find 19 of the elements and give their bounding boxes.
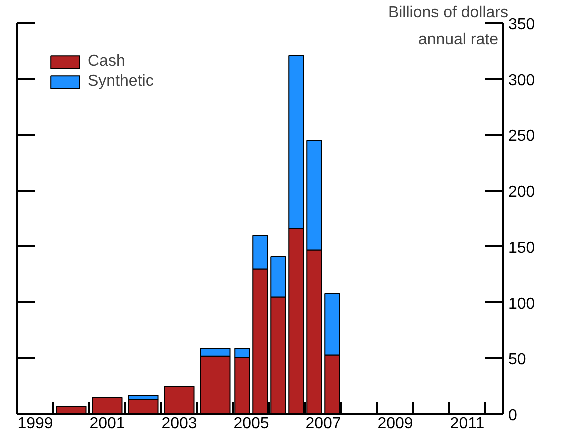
x-tick-label: 1999 [18, 416, 54, 432]
y-tick-label: 200 [508, 184, 536, 202]
legend-label: Cash [88, 53, 126, 71]
y-axis-title: Billions of dollars [388, 4, 509, 22]
y-tick-label: 150 [508, 240, 536, 257]
x-tick-label: 2011 [450, 416, 485, 432]
legend-label: Synthetic [88, 73, 154, 91]
y-tick-label: 300 [508, 72, 536, 90]
x-tick-label: 2005 [234, 416, 270, 432]
x-tick-label: 2001 [90, 416, 126, 432]
x-tick-label: 2003 [162, 416, 198, 432]
annotation: annual rate [418, 32, 499, 48]
y-tick-label: 50 [508, 352, 526, 369]
x-tick-label: 2007 [306, 416, 342, 432]
y-tick-label: 350 [508, 16, 536, 34]
y-tick-label: 0 [508, 408, 518, 424]
x-tick-label: 2009 [378, 416, 414, 432]
y-tick-label: 250 [508, 128, 536, 146]
y-tick-label: 100 [508, 296, 536, 313]
